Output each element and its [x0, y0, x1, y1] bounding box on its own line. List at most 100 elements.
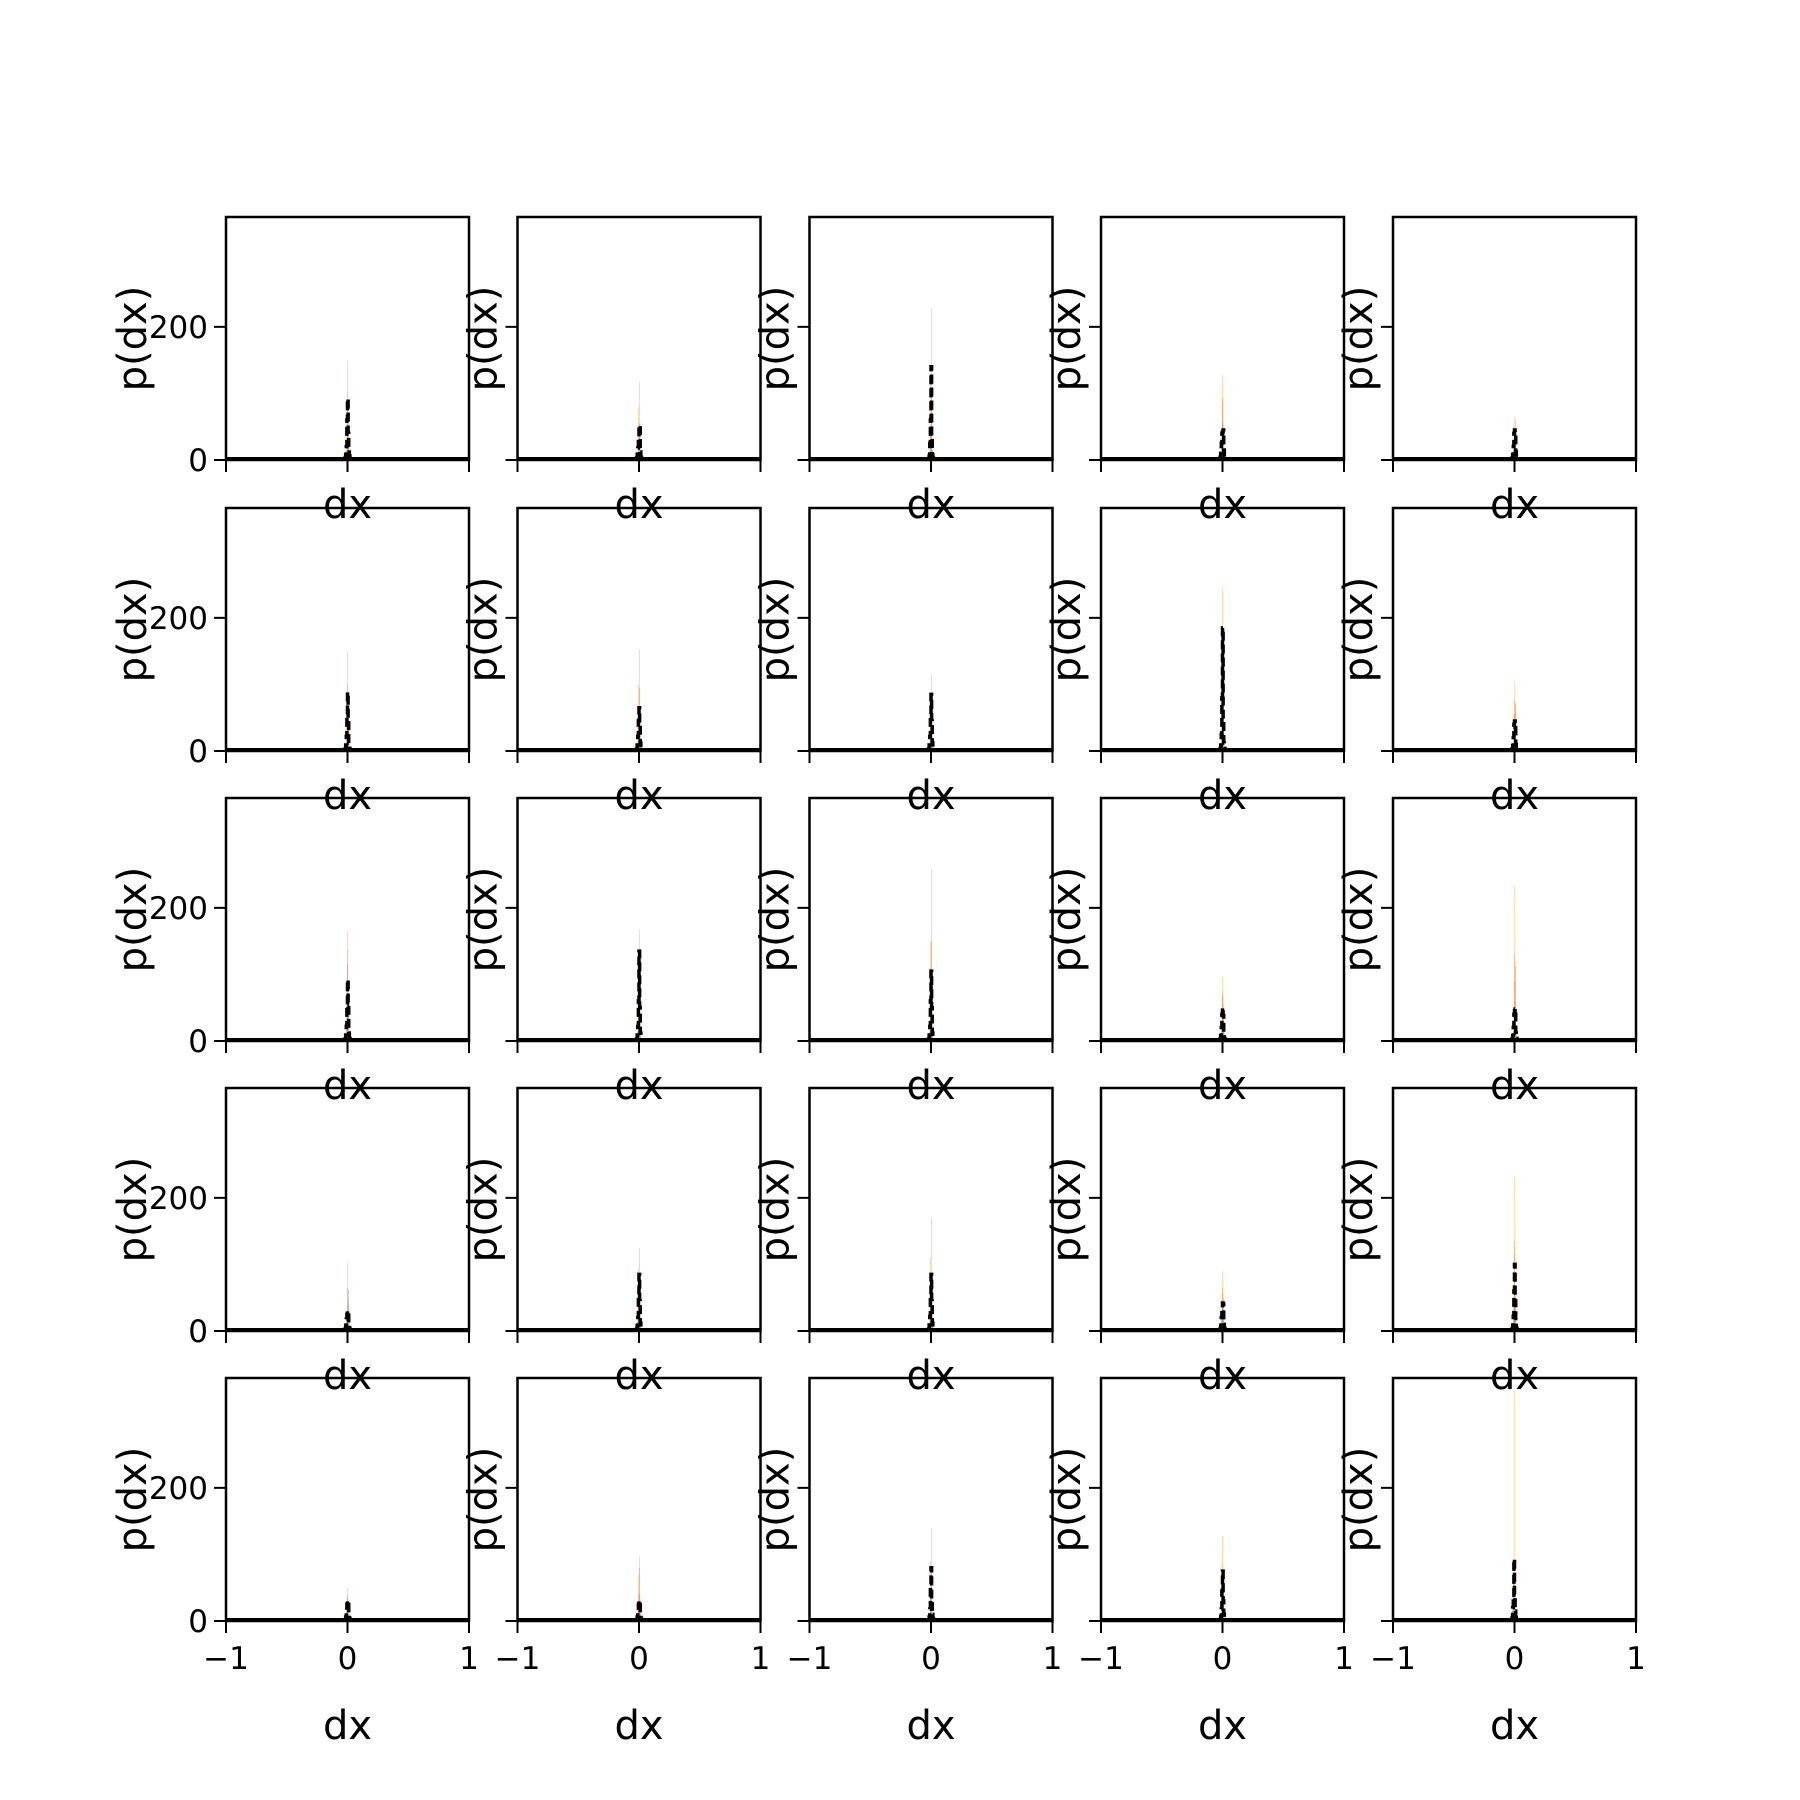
y-axis-label: p(dx) — [110, 867, 156, 973]
y-tick-label: 0 — [188, 1314, 208, 1350]
panel-4-2: dx p(dx) — [461, 1086, 762, 1399]
bar-series-b — [1223, 1613, 1225, 1621]
y-axis-label: p(dx) — [1044, 1447, 1090, 1553]
panel-bars — [517, 929, 761, 1041]
panel-bars — [517, 1556, 761, 1621]
bar-series-b — [637, 1602, 639, 1621]
hist-outline-series-c — [343, 397, 353, 460]
x-axis-label: dx — [323, 1703, 372, 1749]
hist-outline-series-c — [1218, 1005, 1228, 1041]
panel-5-3: −1 0 1 dx p(dx) — [753, 1376, 1062, 1749]
x-axis-label: dx — [906, 1703, 955, 1749]
bar-series-b — [346, 1314, 347, 1331]
panel-bars — [1101, 587, 1344, 751]
panel-4-3: dx p(dx) — [753, 1086, 1054, 1399]
x-axis-label: dx — [614, 1703, 663, 1749]
y-axis-label: p(dx) — [461, 1447, 507, 1553]
panel-1-4: dx p(dx) — [1044, 215, 1346, 528]
bar-series-b — [1221, 1022, 1222, 1041]
y-axis-label: p(dx) — [1044, 867, 1090, 973]
panel-3-2: dx p(dx) — [461, 796, 762, 1109]
bar-series-b — [1513, 954, 1515, 1041]
panel-bars — [1393, 1176, 1636, 1331]
panel-bars — [809, 1217, 1053, 1331]
x-tick-label: 0 — [1505, 1641, 1525, 1677]
bar-series-b — [1513, 443, 1514, 460]
panel-5-5: −1 0 1 dx p(dx) — [1336, 1376, 1646, 1749]
panel-5-2: −1 0 1 dx p(dx) — [461, 1376, 770, 1749]
hist-outline-series-c — [1510, 428, 1520, 460]
panel-bars — [1101, 374, 1344, 460]
panel-3-4: dx p(dx) — [1044, 796, 1346, 1109]
bar-series-b — [348, 709, 349, 751]
x-tick-label: −1 — [1370, 1641, 1416, 1677]
hist-outline-series-c — [926, 692, 936, 751]
bar-series-b — [1513, 1391, 1515, 1621]
y-tick-label: 200 — [149, 601, 208, 637]
y-tick-label: 200 — [149, 1181, 208, 1217]
x-axis-label: dx — [1198, 1063, 1247, 1109]
y-tick-label: 200 — [149, 1471, 208, 1507]
panel-4-4: dx p(dx) — [1044, 1086, 1346, 1399]
y-axis-label: p(dx) — [753, 577, 799, 683]
bar-series-b — [1515, 1031, 1517, 1041]
y-axis-label: p(dx) — [110, 1157, 156, 1263]
panel-bars — [517, 649, 761, 751]
y-tick-label: 0 — [188, 1024, 208, 1060]
panel-bars — [517, 1247, 761, 1331]
y-axis-label: p(dx) — [461, 1157, 507, 1263]
x-tick-label: 0 — [921, 1641, 941, 1677]
hist-outline-series-c — [634, 1272, 644, 1331]
hist-outline-series-c — [926, 969, 936, 1041]
bar-series-b — [931, 869, 932, 1041]
x-axis-label: dx — [1490, 773, 1539, 819]
panel-1-2: dx p(dx) — [461, 215, 762, 528]
panel-bars — [1393, 416, 1636, 460]
panel-3-3: dx p(dx) — [753, 796, 1054, 1109]
bar-series-b — [638, 1574, 639, 1621]
panel-2-1: 0 200 dx p(dx) — [110, 506, 471, 819]
hist-outline-series-c — [634, 949, 644, 1041]
bar-series-b — [639, 1556, 640, 1621]
y-axis-label: p(dx) — [753, 867, 799, 973]
panel-bars — [226, 931, 469, 1041]
y-tick-label: 0 — [188, 734, 208, 770]
x-axis-label: dx — [1490, 1063, 1539, 1109]
y-axis-label: p(dx) — [1336, 1447, 1382, 1553]
y-axis-label: p(dx) — [1336, 286, 1382, 392]
bar-series-b — [639, 381, 640, 460]
x-tick-label: −1 — [787, 1641, 833, 1677]
hist-outline-series-c — [1218, 1569, 1228, 1621]
bar-series-b — [346, 1287, 348, 1331]
hist-outline-series-c — [926, 1272, 936, 1331]
x-axis-label: dx — [1490, 482, 1539, 528]
y-axis-label: p(dx) — [461, 577, 507, 683]
y-axis-label: p(dx) — [110, 286, 156, 392]
panel-1-5: dx p(dx) — [1336, 215, 1638, 528]
y-tick-label: 200 — [149, 891, 208, 927]
y-axis-label: p(dx) — [753, 1157, 799, 1263]
bar-series-b — [1222, 1271, 1224, 1331]
hist-outline-series-c — [1218, 428, 1228, 460]
bar-series-b — [1221, 1287, 1223, 1331]
x-tick-label: 0 — [338, 1641, 358, 1677]
x-axis-label: dx — [1198, 1703, 1247, 1749]
panel-2-2: dx p(dx) — [461, 506, 762, 819]
bar-series-b — [1222, 374, 1224, 460]
bar-series-b — [640, 1029, 641, 1041]
x-axis-label: dx — [323, 1353, 372, 1399]
panel-2-5: dx p(dx) — [1336, 506, 1638, 819]
x-axis-label: dx — [906, 482, 955, 528]
y-axis-label: p(dx) — [1044, 1157, 1090, 1263]
bar-series-b — [347, 1262, 349, 1331]
x-tick-label: −1 — [495, 1641, 541, 1677]
y-axis-label: p(dx) — [1336, 867, 1382, 973]
panel-bars — [809, 869, 1053, 1041]
hist-outline-series-c — [634, 705, 644, 751]
x-tick-label: 1 — [459, 1641, 479, 1677]
panel-5-4: −1 0 1 dx p(dx) — [1044, 1376, 1354, 1749]
panel-bars — [1101, 976, 1344, 1041]
x-axis-label: dx — [614, 773, 663, 819]
panel-3-1: 0 200 dx p(dx) — [110, 796, 471, 1109]
